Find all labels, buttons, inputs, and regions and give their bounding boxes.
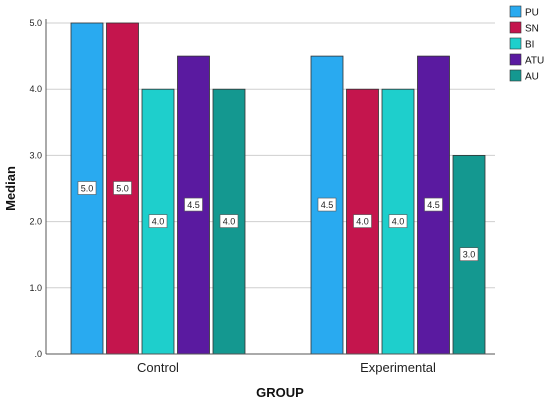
y-axis-ticks: .0 1.0 2.0 3.0 4.0 5.0 — [29, 18, 42, 359]
data-label-text: 4.5 — [321, 200, 334, 210]
legend-swatch — [509, 37, 522, 50]
data-label-text: 5.0 — [116, 184, 129, 194]
data-label-box — [353, 214, 372, 228]
data-label-box — [424, 197, 443, 212]
y-axis-title: Median — [3, 166, 18, 211]
data-label: 4.0 — [219, 214, 239, 228]
data-label: 4.0 — [388, 214, 408, 228]
legend-label: BI — [525, 40, 534, 51]
y-tick-label: 3.0 — [29, 150, 42, 160]
data-labels: 5.0 5.0 4.0 4.5 4.0 4.5 4.0 4.0 4.5 3.0 — [77, 181, 479, 261]
x-axis-categories: Control Experimental — [137, 360, 436, 375]
y-tick-label: 4.0 — [29, 84, 42, 94]
y-tick-label: 2.0 — [29, 217, 42, 227]
legend: PU SN BI ATU AU — [509, 5, 544, 83]
data-label-box — [77, 181, 97, 195]
legend-label: AU — [525, 72, 539, 83]
data-label-text: 4.0 — [152, 217, 165, 227]
data-label: 3.0 — [459, 247, 479, 261]
data-label-box — [388, 214, 408, 228]
data-label-box — [219, 214, 239, 228]
data-label-box — [148, 214, 168, 228]
legend-label: SN — [525, 24, 539, 35]
y-tick-label: .0 — [34, 349, 42, 359]
y-tick-label: 1.0 — [29, 283, 42, 293]
data-label: 4.0 — [353, 214, 372, 228]
data-label-box — [184, 197, 203, 212]
data-label: 5.0 — [77, 181, 97, 195]
data-label-text: 4.5 — [427, 200, 440, 210]
data-label-box — [459, 247, 479, 261]
legend-label: ATU — [525, 56, 544, 67]
legend-swatch — [509, 53, 522, 66]
y-tick-label: 5.0 — [29, 18, 42, 28]
data-label: 4.5 — [184, 197, 203, 212]
data-label: 5.0 — [113, 181, 132, 195]
bars — [70, 22, 486, 355]
data-label-box — [317, 197, 337, 212]
data-label-text: 4.0 — [392, 217, 405, 227]
data-label: 4.5 — [424, 197, 443, 212]
data-label: 4.5 — [317, 197, 337, 212]
legend-swatch — [509, 21, 522, 34]
data-label-box — [113, 181, 132, 195]
data-label: 4.0 — [148, 214, 168, 228]
data-label-text: 4.0 — [223, 217, 236, 227]
data-label-text: 3.0 — [463, 250, 476, 260]
x-axis-title: GROUP — [256, 385, 304, 400]
legend-label: PU — [525, 8, 539, 19]
data-label-text: 5.0 — [81, 184, 94, 194]
x-category-label: Experimental — [360, 360, 436, 375]
legend-swatch — [509, 5, 522, 18]
legend-swatch — [509, 69, 522, 82]
x-category-label: Control — [137, 360, 179, 375]
data-label-text: 4.0 — [356, 217, 369, 227]
data-label-text: 4.5 — [187, 200, 200, 210]
